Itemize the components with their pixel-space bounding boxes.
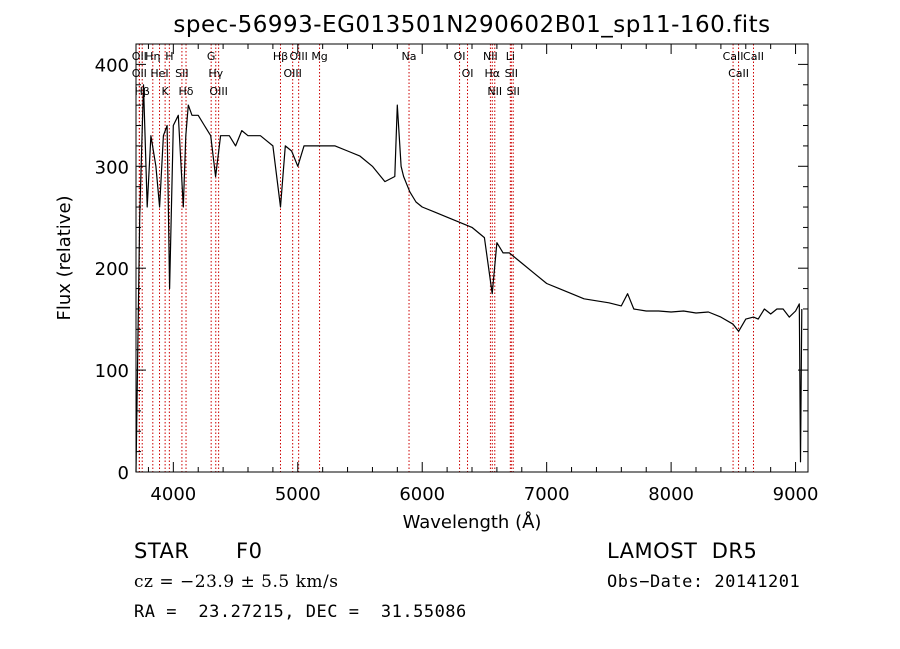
spectral-line-label: NII xyxy=(483,50,498,63)
y-tick-label: 300 xyxy=(95,157,129,178)
spectral-line-label: OI xyxy=(454,50,466,63)
spectral-line-label: Hη xyxy=(145,50,160,63)
spectral-line-label: CaII xyxy=(728,67,749,80)
spectral-line-label: K xyxy=(162,85,170,98)
spectrum-series xyxy=(135,84,803,473)
spectral-line-label: SII xyxy=(505,67,518,80)
observation-date: Obs−Date: 20141201 xyxy=(607,572,801,592)
x-tick-label: 5000 xyxy=(275,484,321,505)
object-subclass: F0 xyxy=(236,539,263,563)
spectral-line-label: NII xyxy=(487,85,502,98)
spectral-line-markers xyxy=(138,44,754,472)
spectral-line-label: OII xyxy=(132,67,147,80)
spectral-line-label: OI xyxy=(462,67,474,80)
spectral-line-label: Na xyxy=(402,50,417,63)
plot-frame xyxy=(135,43,809,473)
survey-name: LAMOST DR5 xyxy=(607,539,758,563)
spectral-line-label: CaII xyxy=(723,50,744,63)
y-tick-label: 100 xyxy=(95,361,129,382)
y-tick-label: 200 xyxy=(95,259,129,280)
x-tick-label: 6000 xyxy=(399,484,445,505)
x-tick-label: 7000 xyxy=(524,484,570,505)
x-tick-label: 9000 xyxy=(773,484,819,505)
y-tick-label: 0 xyxy=(118,463,129,484)
spectral-line-label: G xyxy=(207,50,216,63)
y-tick-label: 400 xyxy=(95,55,129,76)
spectral-line-label: Hδ xyxy=(179,85,194,98)
spectral-line-label: Hα xyxy=(485,67,501,80)
spectral-line-label: Li xyxy=(506,50,515,63)
spectral-line-label: Hβ xyxy=(135,85,150,98)
spectral-line-label: HeI xyxy=(150,67,168,80)
spectral-line-label: Hγ xyxy=(208,67,223,80)
spectral-line-label: H xyxy=(165,50,173,63)
x-tick-label: 4000 xyxy=(150,484,196,505)
sky-coordinates: RA = 23.27215, DEC = 31.55086 xyxy=(134,602,467,622)
chart-title: spec-56993-EG013501N290602B01_sp11-160.f… xyxy=(173,12,770,38)
axis-tick-labels: 4000 5000 6000 7000 8000 9000 0 100 200 300 400 xyxy=(95,55,819,505)
x-axis-label: Wavelength (Å) xyxy=(403,511,542,533)
spectral-line-label: OIII xyxy=(283,67,301,80)
spectral-line-label: OIII xyxy=(289,50,307,63)
spectrum-line xyxy=(135,84,803,473)
spectral-line-label: Hβ xyxy=(273,50,288,63)
spectral-line-label: CaII xyxy=(743,50,764,63)
spectral-line-label: SII xyxy=(506,85,519,98)
y-axis-label: Flux (relative) xyxy=(54,195,75,320)
axis-ticks xyxy=(136,44,808,473)
x-tick-label: 8000 xyxy=(648,484,694,505)
spectral-line-label: SII xyxy=(175,67,188,80)
object-class: STAR xyxy=(134,539,190,563)
spectral-line-label: Mg xyxy=(311,50,327,63)
spectral-line-label: OIII xyxy=(209,85,227,98)
redshift-velocity: cz = −23.9 ± 5.5 km/s xyxy=(134,572,339,592)
